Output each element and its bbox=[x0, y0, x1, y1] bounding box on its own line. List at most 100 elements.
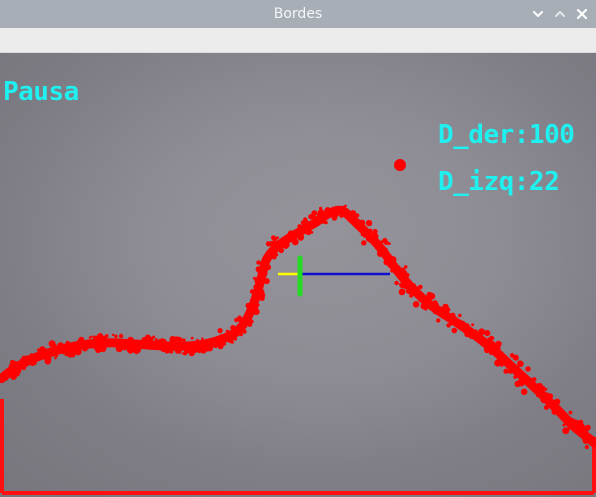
edge-speck bbox=[242, 329, 247, 334]
edge-speck bbox=[368, 228, 373, 233]
edge-speck bbox=[256, 266, 264, 274]
window-title: Bordes bbox=[273, 6, 323, 22]
edge-speck bbox=[489, 335, 495, 341]
edge-speck bbox=[500, 363, 504, 367]
edge-speck bbox=[135, 347, 141, 353]
edge-speck bbox=[152, 335, 156, 339]
edge-speck bbox=[409, 293, 414, 298]
edge-speck bbox=[355, 218, 361, 224]
edge-speck bbox=[97, 333, 104, 339]
edge-speck bbox=[37, 353, 42, 358]
edge-speck bbox=[55, 354, 59, 358]
edge-speck bbox=[412, 301, 420, 308]
edge-speck bbox=[227, 337, 233, 343]
edge-speck bbox=[259, 296, 263, 300]
edge-speck bbox=[393, 268, 400, 275]
edge-speck bbox=[65, 340, 70, 346]
edge-speck bbox=[262, 258, 267, 263]
edge-speck bbox=[324, 207, 331, 214]
edge-speck bbox=[91, 335, 94, 338]
chevron-down-icon bbox=[533, 11, 543, 17]
edge-speck bbox=[164, 348, 170, 354]
edge-speck bbox=[222, 341, 227, 346]
edge-speck bbox=[47, 356, 51, 360]
edge-speck bbox=[253, 308, 260, 315]
edge-speck bbox=[494, 359, 502, 367]
edge-speck bbox=[571, 419, 579, 426]
edge-speck bbox=[505, 362, 511, 368]
edge-speck bbox=[360, 233, 364, 237]
edge-speck bbox=[361, 240, 367, 246]
edge-speck bbox=[104, 334, 109, 338]
edge-speck bbox=[562, 427, 570, 435]
edge-noise bbox=[0, 204, 596, 450]
edge-speck bbox=[488, 342, 493, 347]
edge-speck bbox=[331, 215, 338, 221]
edge-speck bbox=[147, 346, 150, 349]
edge-speck bbox=[391, 261, 395, 265]
edge-speck bbox=[308, 214, 314, 220]
edge-speck bbox=[265, 263, 269, 267]
edge-speck bbox=[297, 233, 305, 241]
edge-speck bbox=[525, 366, 531, 372]
edge-speck bbox=[102, 340, 106, 343]
edge-speck bbox=[463, 330, 467, 334]
edge-speck bbox=[74, 348, 82, 356]
edge-speck bbox=[473, 329, 478, 334]
edge-speck bbox=[225, 329, 230, 334]
edge-speck bbox=[21, 359, 27, 366]
edge-speck bbox=[299, 231, 303, 235]
edge-speck bbox=[301, 223, 306, 228]
edge-speck bbox=[415, 294, 419, 298]
edge-speck bbox=[255, 286, 263, 294]
edge-speck bbox=[194, 346, 199, 351]
right-distance-label: D_der:100 bbox=[438, 120, 575, 150]
edge-speck bbox=[270, 254, 275, 260]
edge-speck bbox=[484, 330, 491, 337]
edge-speck bbox=[29, 353, 33, 358]
edge-speck bbox=[542, 400, 545, 404]
edge-speck bbox=[394, 280, 399, 286]
edge-speck bbox=[523, 380, 526, 384]
edge-speck bbox=[358, 219, 366, 227]
maximize-button[interactable] bbox=[550, 4, 570, 24]
edge-speck bbox=[584, 444, 590, 450]
edge-speck bbox=[496, 356, 500, 360]
edge-speck bbox=[324, 221, 328, 225]
close-button[interactable] bbox=[572, 4, 592, 24]
edge-speck bbox=[278, 247, 285, 254]
edge-speck bbox=[297, 224, 302, 229]
edge-speck bbox=[593, 439, 596, 443]
edge-speck bbox=[440, 309, 444, 314]
edge-speck bbox=[312, 218, 316, 222]
edge-speck bbox=[282, 241, 290, 249]
edge-speck bbox=[378, 247, 383, 252]
edge-speck bbox=[564, 419, 569, 425]
edge-speck bbox=[493, 344, 501, 352]
edge-speck bbox=[254, 300, 259, 305]
edge-speck bbox=[411, 286, 416, 290]
edge-speck bbox=[365, 219, 373, 227]
title-bar[interactable]: Bordes bbox=[0, 0, 596, 28]
minimize-button[interactable] bbox=[528, 4, 548, 24]
edge-speck bbox=[217, 328, 223, 334]
edge-speck bbox=[101, 347, 106, 352]
edge-speck bbox=[489, 350, 494, 355]
edge-speck bbox=[269, 240, 276, 247]
edge-speck bbox=[169, 339, 177, 346]
edge-speck bbox=[505, 357, 509, 362]
edge-speck bbox=[238, 320, 244, 326]
edge-speck bbox=[583, 439, 587, 443]
edge-speck bbox=[512, 367, 520, 375]
edge-speck bbox=[9, 359, 15, 365]
edge-speck bbox=[576, 423, 583, 430]
edge-speck bbox=[54, 356, 57, 360]
edge-speck bbox=[148, 339, 155, 346]
edge-speck bbox=[127, 347, 134, 354]
edge-speck bbox=[10, 373, 17, 380]
edge-speck bbox=[428, 292, 436, 300]
edge-speck bbox=[178, 350, 182, 354]
stray-edge-blob bbox=[394, 159, 406, 171]
edge-speck bbox=[201, 337, 204, 341]
